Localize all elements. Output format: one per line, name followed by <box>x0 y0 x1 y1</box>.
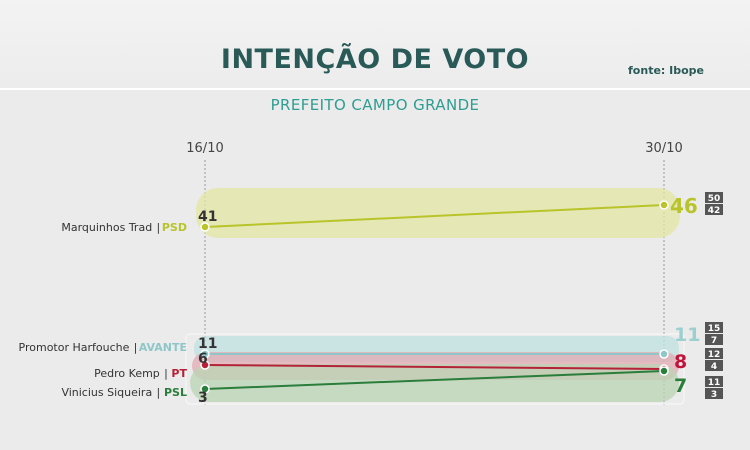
candidate-name: Marquinhos Trad <box>61 221 152 234</box>
data-label-start: 6 <box>198 351 208 367</box>
party-label: PSD <box>162 221 187 234</box>
data-label-end: 46 <box>670 194 698 218</box>
range-badge-lower <box>705 360 723 371</box>
confidence-band <box>196 188 680 238</box>
candidate-name: Promotor Harfouche <box>19 341 130 354</box>
party-label: AVANTE <box>139 341 187 354</box>
range-upper-value: 50 <box>708 194 721 204</box>
data-label-start: 41 <box>198 209 217 225</box>
x-tick-label: 30/10 <box>645 141 682 156</box>
separator: | <box>156 221 160 234</box>
data-label-end: 8 <box>674 351 687 373</box>
range-badge-upper <box>705 376 723 387</box>
chart-title: INTENÇÃO DE VOTO <box>220 44 530 75</box>
data-point <box>659 366 669 376</box>
data-point <box>659 200 669 210</box>
x-tick-label: 16/10 <box>186 141 223 156</box>
range-lower-value: 42 <box>708 206 721 216</box>
range-lower-value: 7 <box>711 336 717 346</box>
series-line <box>204 204 665 228</box>
data-point <box>200 349 210 359</box>
separator: | <box>156 386 160 399</box>
header-divider <box>0 88 750 90</box>
data-label-start: 3 <box>198 390 208 406</box>
series-line <box>204 370 665 390</box>
range-upper-value: 11 <box>708 378 721 388</box>
data-label-end: 7 <box>674 375 687 397</box>
party-label: PSL <box>164 386 187 399</box>
data-point <box>659 349 669 359</box>
range-badge-upper <box>705 348 723 359</box>
party-label: PT <box>171 367 187 380</box>
range-badge-lower <box>705 204 723 215</box>
data-label-end: 11 <box>674 324 700 346</box>
range-badge-lower <box>705 334 723 345</box>
confidence-band <box>190 364 679 402</box>
range-badge-upper <box>705 322 723 333</box>
data-point <box>200 360 210 370</box>
candidate-name: Pedro Kemp <box>94 367 160 380</box>
candidate-name: Vinicius Siqueira <box>61 386 152 399</box>
range-lower-value: 4 <box>711 362 717 372</box>
source-label: fonte: Ibope <box>628 64 704 77</box>
data-point <box>200 222 210 232</box>
header <box>0 0 750 88</box>
separator: | <box>134 341 138 354</box>
data-label-start: 11 <box>198 336 217 352</box>
series-line <box>204 364 665 370</box>
chart-subtitle: PREFEITO CAMPO GRANDE <box>270 96 480 114</box>
data-point <box>200 384 210 394</box>
range-upper-value: 15 <box>708 324 721 334</box>
range-badge-upper <box>705 192 723 203</box>
range-lower-value: 3 <box>711 390 717 400</box>
range-upper-value: 12 <box>708 350 721 360</box>
group-box <box>185 333 685 405</box>
range-badge-lower <box>705 388 723 399</box>
separator: | <box>164 367 168 380</box>
